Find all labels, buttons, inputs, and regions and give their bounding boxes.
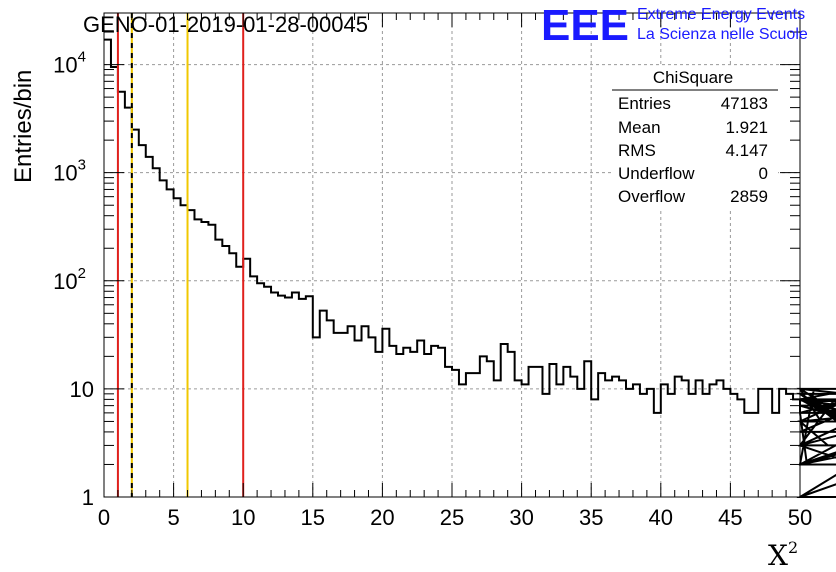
logo-line-1: Extreme Energy Events — [637, 6, 805, 23]
x-axis-label-base: X — [768, 539, 788, 572]
stats-label: Overflow — [618, 187, 686, 206]
x-tick-label: 10 — [231, 505, 255, 530]
x-tick-label: 35 — [579, 505, 603, 530]
stats-box-title: ChiSquare — [653, 68, 733, 87]
stats-value: 4.147 — [725, 141, 768, 160]
stats-label: Underflow — [618, 164, 695, 183]
y-tick-label: 104 — [53, 49, 86, 78]
stats-label: Entries — [618, 94, 671, 113]
x-tick-label: 30 — [509, 505, 533, 530]
x-axis-label: X2 — [768, 538, 798, 572]
y-tick-label: 103 — [53, 157, 86, 186]
stats-value: 0 — [759, 164, 768, 183]
stats-box: ChiSquare Entries 47183 Mean 1.921 RMS 4… — [612, 66, 778, 208]
logo-line-2: La Scienza nelle Scuole — [637, 26, 808, 43]
x-tick-label: 5 — [167, 505, 179, 530]
stats-value: 2859 — [730, 187, 768, 206]
stats-value: 1.921 — [725, 118, 768, 137]
x-tick-label: 25 — [440, 505, 464, 530]
histogram-step-line — [104, 38, 836, 498]
x-tick-label: 0 — [98, 505, 110, 530]
y-tick-label: 102 — [53, 265, 86, 294]
axis-ticks — [103, 12, 801, 498]
y-tick-labels: 1 10 102 103 104 — [53, 49, 94, 510]
x-tick-label: 15 — [301, 505, 325, 530]
vertical-cut-lines — [116, 13, 245, 497]
x-tick-labels: 0 5 10 15 20 25 30 35 40 45 50 — [98, 505, 812, 530]
x-tick-label: 50 — [788, 505, 812, 530]
x-tick-label: 45 — [718, 505, 742, 530]
stats-label: Mean — [618, 118, 661, 137]
eee-logo: EEE Extreme Energy Events La Scienza nel… — [541, 1, 808, 50]
chart-title: GENO-01-2019-01-28-00045 — [83, 12, 368, 37]
x-tick-label: 40 — [649, 505, 673, 530]
histogram-series — [104, 38, 836, 498]
x-axis-label-superscript: 2 — [788, 538, 798, 557]
eee-logo-mark: EEE — [541, 1, 629, 50]
x-tick-label: 20 — [370, 505, 394, 530]
y-axis-label: Entries/bin — [10, 70, 37, 183]
y-tick-label: 1 — [82, 485, 94, 510]
stats-label: RMS — [618, 141, 656, 160]
stats-value: 47183 — [721, 94, 768, 113]
y-tick-label: 10 — [70, 377, 94, 402]
